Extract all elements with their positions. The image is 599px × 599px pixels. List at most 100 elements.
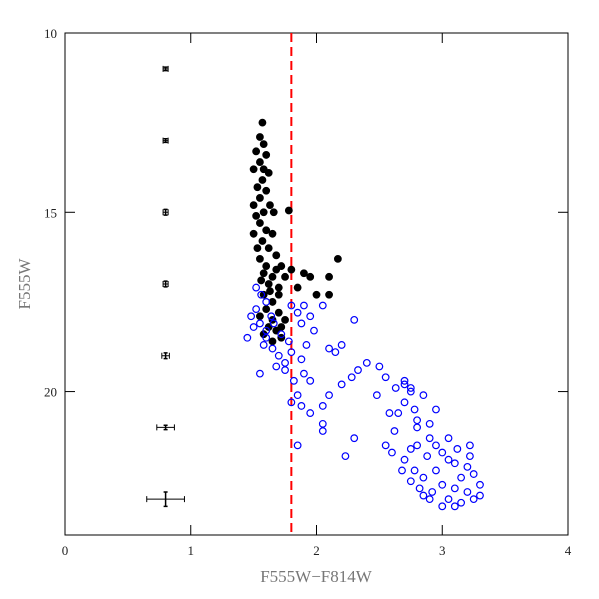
point (266, 287, 274, 296)
y-error-bar (163, 352, 168, 360)
point (457, 498, 466, 507)
point (425, 434, 434, 443)
point (325, 272, 333, 281)
point (444, 455, 453, 464)
point (428, 488, 437, 496)
point (256, 254, 264, 263)
point (312, 290, 321, 299)
y-axis-label: F555W (15, 258, 34, 310)
plot-frame (64, 32, 569, 536)
x-axis-label: F555W−F814W (260, 567, 373, 586)
point (432, 466, 440, 475)
point (262, 151, 271, 159)
point (253, 183, 262, 192)
point (287, 348, 296, 357)
point (450, 459, 459, 468)
point (419, 391, 428, 400)
point (262, 186, 271, 195)
point (262, 262, 271, 270)
point (297, 402, 306, 410)
point (385, 409, 394, 417)
point (259, 208, 268, 217)
point (293, 308, 302, 317)
point (331, 348, 340, 357)
point (463, 488, 472, 496)
point (277, 323, 286, 331)
x-tick-label: 3 (439, 543, 446, 558)
point (341, 452, 350, 461)
point (274, 290, 283, 299)
point (432, 441, 440, 450)
x-tick-label: 2 (313, 543, 320, 558)
y-error-bar (163, 138, 168, 144)
point (406, 384, 415, 392)
point (381, 441, 390, 450)
point (413, 423, 422, 432)
point (252, 305, 261, 314)
point (259, 165, 268, 174)
point (252, 211, 261, 220)
point (419, 473, 428, 482)
point (406, 477, 415, 486)
point (375, 362, 384, 371)
point (262, 333, 271, 342)
point (400, 455, 409, 464)
point (438, 480, 447, 489)
point (466, 441, 474, 450)
point (337, 380, 346, 389)
point (262, 298, 271, 306)
point (469, 470, 478, 478)
point (258, 237, 267, 245)
point (400, 376, 409, 385)
point (293, 283, 302, 292)
y-error-bar (163, 208, 168, 216)
point (249, 229, 258, 238)
point (252, 147, 261, 156)
point (333, 254, 342, 263)
point (284, 337, 293, 346)
point (297, 319, 306, 328)
point (391, 384, 400, 392)
point (257, 276, 266, 285)
point (267, 312, 276, 321)
point (398, 466, 406, 475)
y-tick-label: 20 (44, 385, 57, 400)
point (268, 229, 277, 238)
point (354, 366, 362, 374)
point (259, 290, 268, 299)
x-tick-label: 4 (565, 543, 572, 558)
point (438, 448, 447, 457)
y-tick-label: 10 (44, 26, 57, 41)
y-error-bar (163, 491, 168, 508)
point (259, 341, 268, 349)
point (318, 301, 327, 310)
point (337, 341, 346, 349)
point (300, 269, 308, 278)
point (259, 269, 268, 278)
point (287, 301, 296, 310)
point (425, 419, 434, 428)
point (293, 441, 302, 450)
point (394, 409, 403, 417)
point (281, 358, 289, 367)
point (256, 194, 264, 202)
point (287, 398, 296, 407)
point (297, 355, 306, 364)
point (406, 445, 415, 453)
point (302, 341, 311, 349)
point (413, 441, 422, 450)
point (264, 244, 273, 253)
point (272, 265, 281, 274)
point (274, 351, 283, 360)
point (258, 118, 267, 127)
point (300, 369, 308, 378)
point (469, 495, 478, 504)
point (249, 201, 258, 210)
point (268, 272, 277, 281)
point (269, 319, 278, 328)
point (325, 344, 333, 353)
point (257, 290, 266, 299)
point (350, 315, 359, 324)
point (413, 416, 422, 425)
y-error-bar (163, 424, 168, 431)
